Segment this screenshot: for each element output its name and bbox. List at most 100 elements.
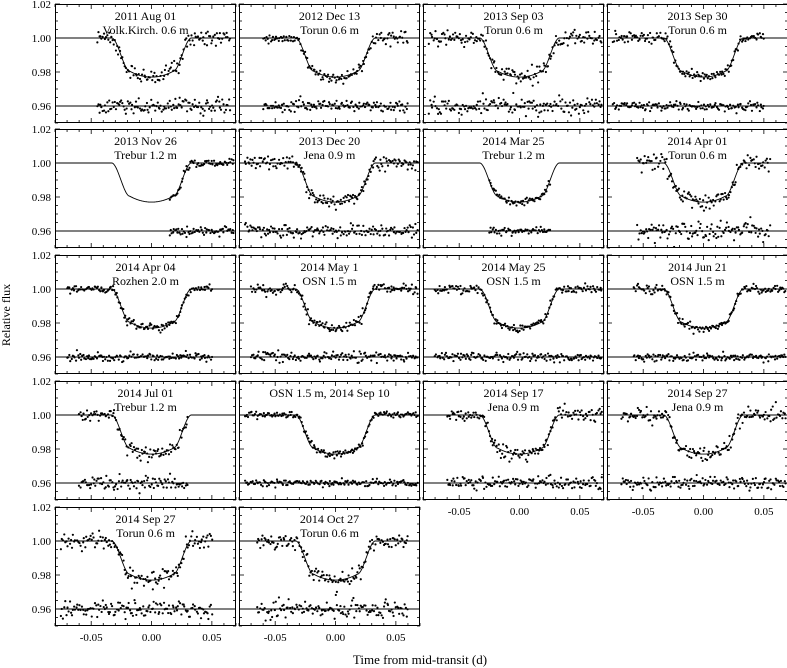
data-point [390,415,393,418]
residual-point [294,358,297,362]
data-point [374,42,377,45]
data-point [503,70,506,73]
data-point [538,65,541,68]
data-point [351,323,354,327]
residual-point [372,233,375,236]
data-point [290,35,293,39]
data-point [453,412,456,416]
residual-point [683,222,686,225]
residual-point [98,111,101,114]
residual-point [93,478,96,481]
data-point [275,411,279,414]
data-point [644,415,647,418]
residual-point [657,102,661,105]
data-point [665,157,668,161]
residual-point [168,234,171,237]
residual-point [113,485,117,488]
data-point [561,291,564,294]
data-point [710,72,713,76]
residual-point [744,109,747,112]
residual-point [395,357,398,360]
data-point [695,74,698,77]
residual-point [260,236,263,239]
residual-point [297,99,301,102]
data-point [339,202,342,206]
residual-point [330,357,333,361]
data-point [366,430,369,434]
data-point [125,70,128,74]
data-point [161,328,164,332]
data-point [581,290,584,293]
residual-point [529,359,532,363]
residual-point [641,230,645,233]
residual-point [659,105,662,108]
residual-point [464,104,468,107]
data-point [371,287,375,290]
data-point [332,451,335,454]
data-point [259,287,262,290]
residual-point [388,105,391,108]
residual-point [578,486,582,489]
data-point [218,31,221,35]
data-point [642,414,645,417]
data-point [480,288,483,291]
residual-point [504,485,507,488]
residual-point [405,107,408,111]
data-point [683,190,686,193]
data-point [568,35,572,38]
data-point [558,39,561,42]
residual-point [672,105,675,109]
residual-point [73,356,76,359]
data-point [408,161,411,164]
data-point [313,68,316,71]
residual-point [307,352,311,355]
data-point [405,287,408,291]
data-point [379,158,382,161]
data-point [537,449,541,452]
residual-point [347,483,350,486]
data-point [512,329,515,332]
data-point [337,324,341,328]
data-point [184,426,187,429]
data-point [338,76,341,80]
residual-point [687,237,690,240]
residual-point [629,479,633,483]
residual-point [92,482,95,485]
data-point [316,447,320,450]
residual-point [706,354,710,357]
data-point [696,200,699,203]
residual-point [119,355,122,358]
data-point [261,160,264,163]
residual-point [573,486,576,489]
data-point [298,163,301,167]
residual-point [664,107,667,110]
residual-point [597,103,600,106]
data-point [345,196,348,199]
panel-telescope-label: Trebur 1.2 m [114,148,177,162]
data-point [374,156,378,159]
residual-point [560,352,563,356]
residual-point [145,355,148,358]
data-point [597,409,600,412]
residual-point [276,355,279,359]
residual-point [670,225,674,228]
data-point [575,291,578,294]
data-point [367,295,370,299]
data-point [193,32,196,35]
residual-point [666,237,669,240]
residual-point [277,104,280,107]
residual-point [268,107,271,110]
residual-point [385,227,388,230]
residual-point [318,232,321,235]
residual-point [537,356,540,359]
data-point [265,35,268,39]
residual-point [493,355,496,358]
data-point [707,329,711,332]
data-point [685,197,688,200]
data-point [142,68,145,71]
data-point [271,35,275,38]
residual-point [555,485,558,488]
data-point [666,418,669,421]
residual-point [469,481,472,484]
residual-point [730,356,733,359]
